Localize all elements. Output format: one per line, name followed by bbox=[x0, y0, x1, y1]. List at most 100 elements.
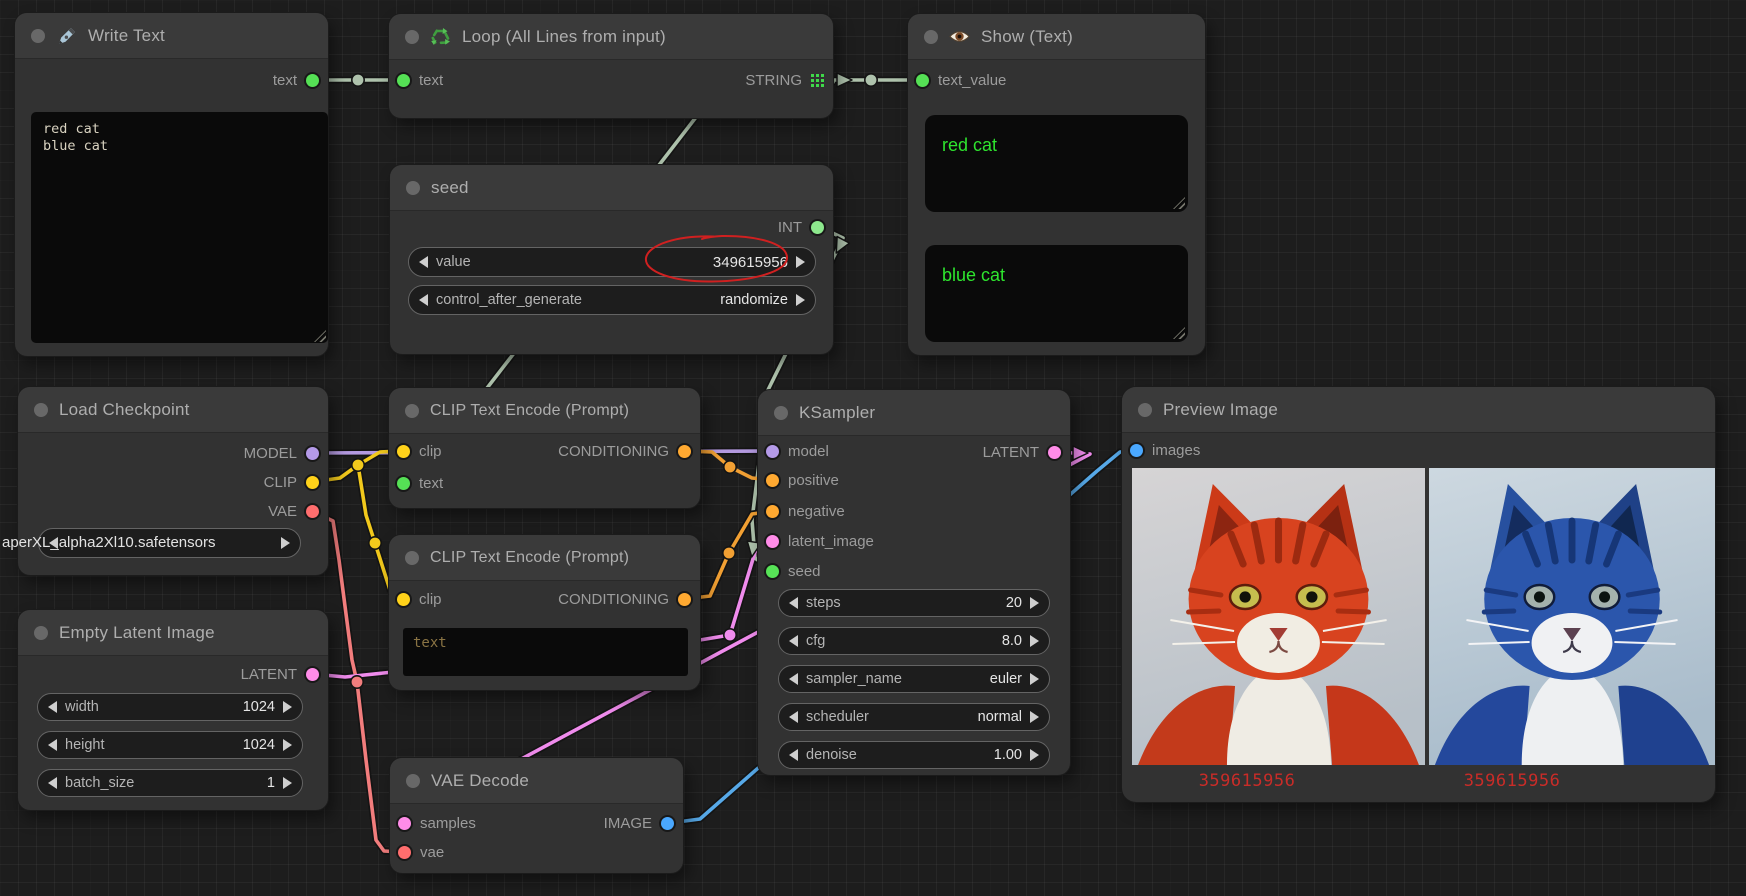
node-empty-latent-image[interactable]: Empty Latent Image LATENT width 1024 hei… bbox=[18, 610, 328, 810]
node-header[interactable]: Load Checkpoint bbox=[18, 387, 328, 433]
node-load-checkpoint[interactable]: Load Checkpoint MODEL CLIP VAE aperXL_al… bbox=[2, 387, 328, 575]
collapse-dot[interactable] bbox=[31, 28, 45, 43]
collapse-dot[interactable] bbox=[405, 29, 419, 44]
node-write-text[interactable]: Write Text text red cat blue cat bbox=[15, 13, 328, 356]
increment-arrow-icon[interactable] bbox=[283, 701, 292, 713]
input-dot-images[interactable] bbox=[1130, 443, 1143, 457]
node-preview-image[interactable]: Preview Image images bbox=[1122, 387, 1715, 802]
resize-handle[interactable] bbox=[1173, 327, 1185, 339]
output-dot-latent[interactable] bbox=[1048, 445, 1061, 459]
output-dot-conditioning[interactable] bbox=[678, 592, 691, 606]
node-header[interactable]: KSampler bbox=[758, 390, 1070, 436]
preview-image-blue-cat[interactable] bbox=[1429, 468, 1715, 765]
node-clip-text-encode-positive[interactable]: CLIP Text Encode (Prompt) clip text COND… bbox=[389, 388, 700, 508]
node-header[interactable]: Show (Text) bbox=[908, 14, 1205, 60]
collapse-dot[interactable] bbox=[405, 403, 419, 418]
prev-arrow-icon[interactable] bbox=[49, 537, 58, 549]
increment-arrow-icon[interactable] bbox=[1030, 635, 1039, 647]
output-dot-latent[interactable] bbox=[306, 667, 319, 681]
output-dot-image[interactable] bbox=[661, 816, 674, 830]
widget-scheduler[interactable]: scheduler normal bbox=[778, 703, 1050, 731]
show-value-box[interactable]: red cat bbox=[925, 115, 1188, 212]
preview-image-red-cat[interactable] bbox=[1132, 468, 1425, 765]
node-header[interactable]: Preview Image bbox=[1122, 387, 1715, 433]
input-dot-negative[interactable] bbox=[766, 504, 779, 518]
show-value-box[interactable]: blue cat bbox=[925, 245, 1188, 342]
node-header[interactable]: seed bbox=[390, 165, 833, 211]
collapse-dot[interactable] bbox=[774, 405, 788, 420]
node-header[interactable]: VAE Decode bbox=[390, 758, 683, 804]
input-dot-latent-image[interactable] bbox=[766, 534, 779, 548]
widget-sampler-name[interactable]: sampler_name euler bbox=[778, 665, 1050, 693]
decrement-arrow-icon[interactable] bbox=[419, 294, 428, 306]
widget-steps[interactable]: steps 20 bbox=[778, 589, 1050, 617]
collapse-dot[interactable] bbox=[406, 180, 420, 195]
widget-control-after-generate[interactable]: control_after_generate randomize bbox=[408, 285, 816, 315]
decrement-arrow-icon[interactable] bbox=[789, 635, 798, 647]
input-slot-text: text bbox=[397, 473, 443, 493]
decrement-arrow-icon[interactable] bbox=[789, 597, 798, 609]
widget-seed-value[interactable]: value 349615956 bbox=[408, 247, 816, 277]
resize-handle[interactable] bbox=[1173, 197, 1185, 209]
input-dot-text-value[interactable] bbox=[916, 73, 929, 87]
increment-arrow-icon[interactable] bbox=[796, 256, 805, 268]
decrement-arrow-icon[interactable] bbox=[789, 711, 798, 723]
increment-arrow-icon[interactable] bbox=[1030, 749, 1039, 761]
text-content-area[interactable]: red cat blue cat bbox=[31, 112, 328, 343]
input-dot-text[interactable] bbox=[397, 73, 410, 87]
output-dot-model[interactable] bbox=[306, 446, 319, 460]
input-dot-text[interactable] bbox=[397, 476, 410, 490]
input-dot-clip[interactable] bbox=[397, 592, 410, 606]
decrement-arrow-icon[interactable] bbox=[48, 739, 57, 751]
increment-arrow-icon[interactable] bbox=[796, 294, 805, 306]
increment-arrow-icon[interactable] bbox=[1030, 673, 1039, 685]
next-arrow-icon[interactable] bbox=[281, 537, 290, 549]
node-vae-decode[interactable]: VAE Decode samples vae IMAGE bbox=[390, 758, 683, 873]
collapse-dot[interactable] bbox=[34, 625, 48, 640]
input-dot-positive[interactable] bbox=[766, 473, 779, 487]
node-header[interactable]: CLIP Text Encode (Prompt) bbox=[389, 535, 700, 581]
widget-batch-size[interactable]: batch_size 1 bbox=[37, 769, 303, 797]
input-dot-model[interactable] bbox=[766, 444, 779, 458]
decrement-arrow-icon[interactable] bbox=[789, 749, 798, 761]
widget-cfg[interactable]: cfg 8.0 bbox=[778, 627, 1050, 655]
decrement-arrow-icon[interactable] bbox=[789, 673, 798, 685]
decrement-arrow-icon[interactable] bbox=[48, 701, 57, 713]
input-dot-clip[interactable] bbox=[397, 444, 410, 458]
widget-width[interactable]: width 1024 bbox=[37, 693, 303, 721]
node-show-text[interactable]: Show (Text) text_value red cat blue cat bbox=[908, 14, 1205, 355]
collapse-dot[interactable] bbox=[34, 402, 48, 417]
output-dot-vae[interactable] bbox=[306, 504, 319, 518]
node-header[interactable]: CLIP Text Encode (Prompt) bbox=[389, 388, 700, 434]
output-dot-int[interactable] bbox=[811, 220, 824, 234]
node-clip-text-encode-negative[interactable]: CLIP Text Encode (Prompt) clip CONDITION… bbox=[389, 535, 700, 690]
prompt-text-area[interactable]: text bbox=[403, 628, 688, 676]
node-header[interactable]: Loop (All Lines from input) bbox=[389, 14, 833, 60]
output-dot-text[interactable] bbox=[306, 73, 319, 87]
increment-arrow-icon[interactable] bbox=[1030, 597, 1039, 609]
input-dot-samples[interactable] bbox=[398, 816, 411, 830]
collapse-dot[interactable] bbox=[1138, 402, 1152, 417]
decrement-arrow-icon[interactable] bbox=[419, 256, 428, 268]
increment-arrow-icon[interactable] bbox=[1030, 711, 1039, 723]
widget-ckpt-name[interactable] bbox=[38, 528, 301, 558]
increment-arrow-icon[interactable] bbox=[283, 739, 292, 751]
output-dot-clip[interactable] bbox=[306, 475, 319, 489]
output-dot-conditioning[interactable] bbox=[678, 444, 691, 458]
node-header[interactable]: Empty Latent Image bbox=[18, 610, 328, 656]
node-header[interactable]: Write Text bbox=[15, 13, 328, 59]
collapse-dot[interactable] bbox=[406, 773, 420, 788]
node-ksampler[interactable]: KSampler model positive negative latent_… bbox=[758, 390, 1070, 775]
node-seed[interactable]: seed INT value 349615956 control_after_g… bbox=[390, 165, 833, 354]
input-dot-vae[interactable] bbox=[398, 845, 411, 859]
collapse-dot[interactable] bbox=[924, 29, 938, 44]
node-loop[interactable]: Loop (All Lines from input) text STRING bbox=[389, 14, 833, 118]
increment-arrow-icon[interactable] bbox=[283, 777, 292, 789]
input-dot-seed[interactable] bbox=[766, 564, 779, 578]
decrement-arrow-icon[interactable] bbox=[48, 777, 57, 789]
list-output-icon[interactable] bbox=[811, 73, 824, 87]
collapse-dot[interactable] bbox=[405, 550, 419, 565]
widget-denoise[interactable]: denoise 1.00 bbox=[778, 741, 1050, 769]
widget-height[interactable]: height 1024 bbox=[37, 731, 303, 759]
